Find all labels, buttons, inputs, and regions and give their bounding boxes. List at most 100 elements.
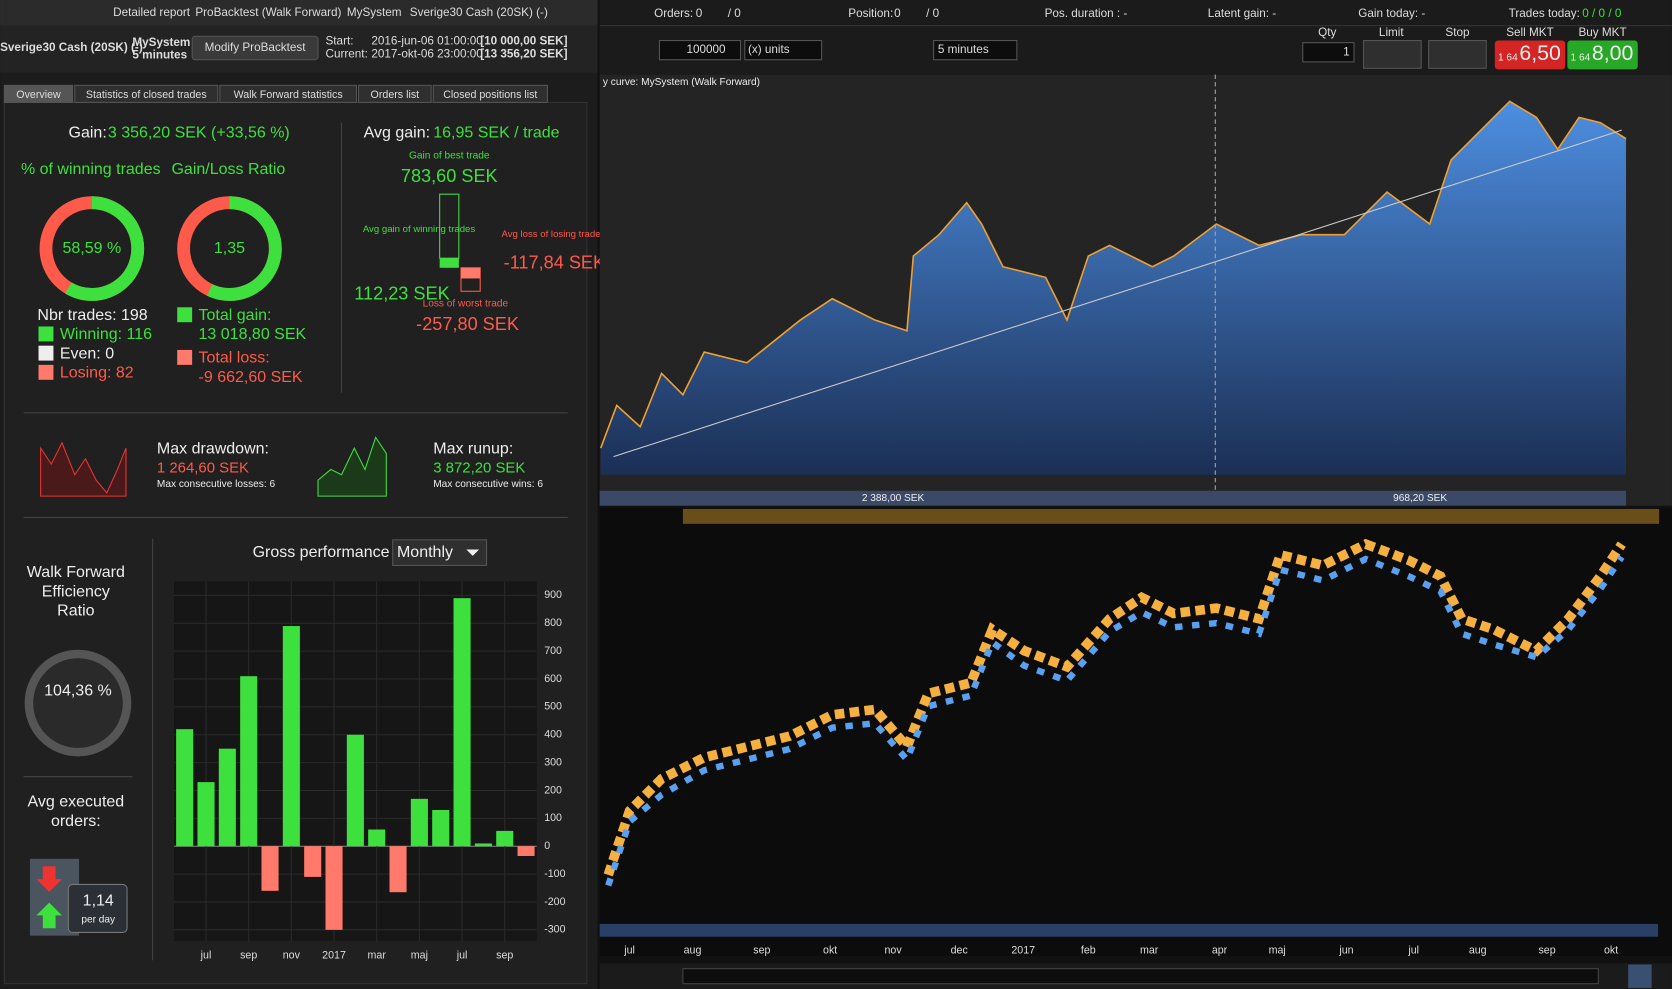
x-tick-label: okt [823, 944, 837, 956]
chart-title: Gross performance [253, 544, 390, 561]
timeframe: 5 minutes [132, 49, 187, 62]
tab-label[interactable]: Closed positions list [443, 89, 537, 101]
value: -257,80 SEK [416, 314, 519, 334]
limit-buttons[interactable] [1363, 40, 1422, 69]
price-big[interactable]: 8,00 [1592, 41, 1634, 65]
value: 112,23 SEK [354, 283, 449, 303]
equity-line [600, 100, 1627, 449]
tab-label[interactable]: Overview [16, 89, 61, 101]
price-big[interactable]: 6,50 [1519, 41, 1561, 65]
trend-line [613, 129, 1622, 458]
label: Gain/Loss Ratio [171, 161, 285, 178]
x-tick-label: mar [368, 950, 387, 962]
y-tick-label: 400 [544, 729, 562, 741]
price-small[interactable]: 1 64 [1498, 52, 1518, 63]
value: Gain today: - [1358, 7, 1425, 20]
value: Pos. duration : - [1045, 7, 1128, 20]
range-label: 2 388,00 SEK [862, 493, 925, 504]
select-value[interactable]: 5 minutes [938, 43, 989, 56]
bar [282, 626, 300, 847]
date: 2016-jun-06 01:00:00 [371, 35, 483, 48]
tab[interactable] [358, 84, 432, 103]
orders-box [67, 883, 128, 933]
scrollbar[interactable] [682, 968, 1599, 985]
menu-item[interactable]: ProBacktest (Walk Forward) [195, 6, 341, 19]
dropdown-arrow [466, 549, 480, 556]
select-value[interactable]: (x) units [748, 43, 790, 56]
tab-label[interactable]: Orders list [371, 89, 420, 101]
label: Current: [325, 48, 367, 61]
date: 2017-okt-06 23:00:00 [371, 48, 483, 61]
x-tick-label: mar [1140, 944, 1159, 956]
bar [325, 846, 343, 930]
range-label: 968,20 SEK [1393, 493, 1447, 504]
value: Nbr trades: 198 [37, 307, 147, 324]
y-tick-label: 600 [544, 673, 562, 685]
modify-button[interactable] [191, 35, 319, 61]
bar [410, 798, 428, 847]
x-tick-label: sep [1538, 944, 1555, 956]
wfe-value-box: 104,36 % [44, 682, 112, 700]
stop-buttons[interactable] [1428, 40, 1487, 69]
runup-sparkline [317, 436, 387, 497]
timeframe-select[interactable] [933, 40, 1018, 61]
x-tick-label: 2017 [322, 950, 346, 962]
tab[interactable] [74, 84, 219, 103]
y-tick-label: 0 [544, 840, 550, 852]
x-tick-label: sep [240, 950, 257, 962]
equity-area [600, 101, 1627, 475]
bar [176, 729, 194, 847]
swatch [38, 345, 54, 361]
button-label[interactable]: Modify ProBacktest [205, 41, 307, 54]
x-tick-label: nov [884, 944, 902, 956]
label: Avg loss of losing trades [502, 229, 606, 240]
x-tick-label: aug [1469, 944, 1487, 956]
input-value[interactable]: 100000 [686, 43, 726, 56]
label: Sell MKT [1506, 26, 1554, 39]
quantity-input[interactable] [658, 40, 742, 61]
label: Position: [848, 7, 893, 20]
tab-label[interactable]: Walk Forward statistics [234, 89, 343, 101]
tab[interactable] [219, 84, 357, 103]
units-select[interactable] [744, 40, 823, 61]
swatch [177, 349, 193, 365]
sell-button[interactable] [1494, 40, 1566, 70]
price-small[interactable]: 1 64 [1571, 52, 1591, 63]
zoom-button[interactable] [1628, 964, 1652, 988]
value: 1,35 [214, 240, 245, 257]
menu-item[interactable]: Detailed report [113, 6, 191, 19]
wfe-title: Walk Forward Efficiency Ratio [26, 563, 125, 620]
tab-label[interactable]: Statistics of closed trades [86, 89, 207, 101]
qty-input[interactable] [1302, 42, 1355, 63]
y-tick-label: 100 [544, 812, 562, 824]
menu-item[interactable]: Sverige30 Cash (20SK) (-) [410, 6, 548, 19]
label: Total loss: [199, 350, 270, 367]
avg-orders-box: Avg executed orders: [28, 793, 125, 830]
value: 783,60 SEK [401, 166, 498, 186]
bar [197, 782, 215, 847]
select-value[interactable]: Monthly [397, 544, 453, 561]
y-tick-label: -300 [544, 924, 565, 936]
buy-button[interactable] [1567, 40, 1638, 70]
bar [368, 829, 386, 847]
label: Gain of best trade [409, 150, 490, 161]
tab[interactable] [432, 84, 548, 103]
title-bar [0, 0, 598, 26]
x-tick-label: 2017 [1011, 944, 1035, 956]
date-strip [599, 923, 1659, 937]
y-tick-label: -200 [544, 896, 565, 908]
label: Orders: [654, 7, 693, 20]
instrument: Sverige30 Cash (20SK) (-) [0, 41, 143, 54]
value: Max consecutive wins: 6 [433, 479, 543, 490]
bar [474, 843, 492, 847]
value: 0 / 0 / 0 [1582, 7, 1622, 20]
value: Latent gain: - [1208, 7, 1277, 20]
y-tick-label: 900 [544, 589, 562, 601]
bar [389, 846, 407, 893]
bar [439, 258, 459, 268]
value: [10 000,00 SEK] [480, 35, 567, 48]
menu-item[interactable]: MySystem [347, 6, 402, 19]
tab[interactable] [3, 84, 74, 103]
input-value[interactable]: 1 [1343, 45, 1350, 58]
